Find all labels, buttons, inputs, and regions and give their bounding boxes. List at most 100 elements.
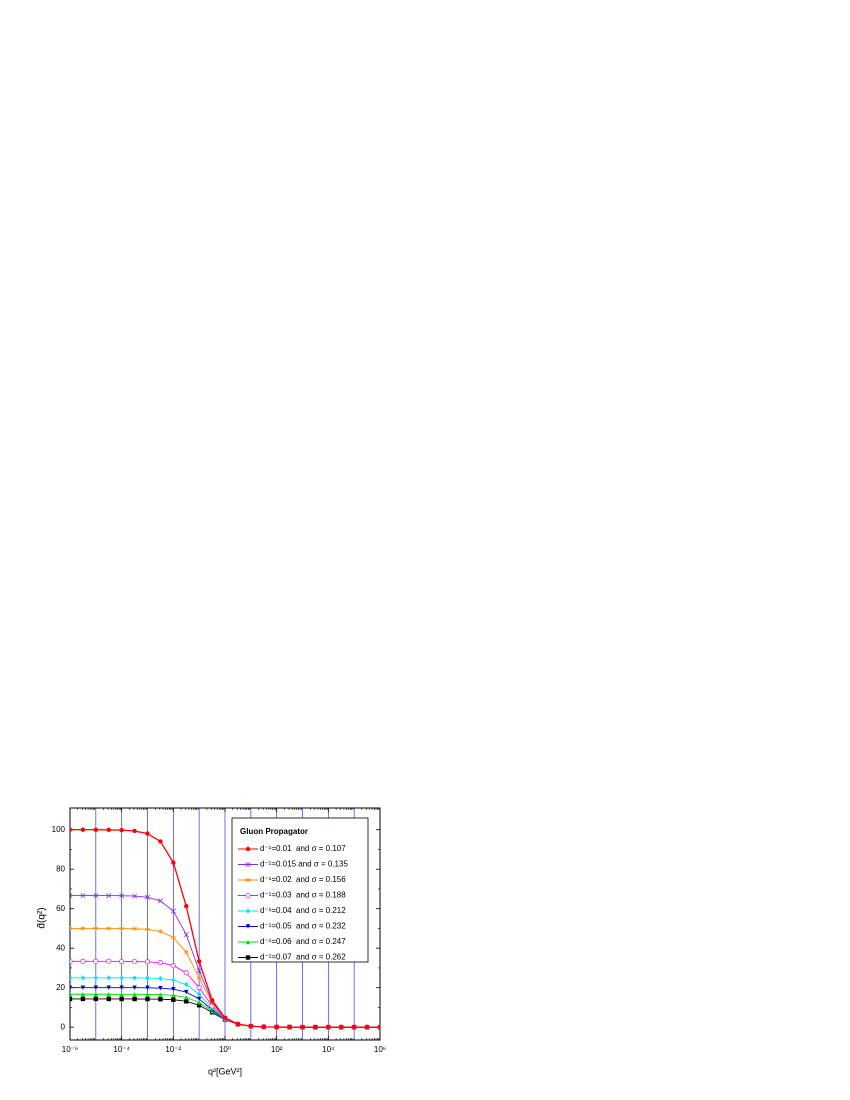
marker [245, 892, 251, 899]
marker [93, 926, 99, 931]
marker [93, 975, 99, 981]
marker [184, 999, 189, 1004]
plot-area [70, 827, 380, 1030]
marker [80, 985, 86, 990]
marker [339, 1024, 344, 1030]
marker [93, 893, 99, 899]
marker [157, 960, 163, 966]
x-tick-label: 10⁶ [374, 1045, 386, 1054]
y-tick-label: 100 [52, 825, 66, 834]
marker [70, 992, 73, 997]
marker [300, 1024, 305, 1030]
marker [132, 893, 138, 899]
marker [70, 926, 73, 931]
legend-box [231, 817, 369, 963]
marker [245, 862, 251, 867]
marker [170, 935, 176, 940]
marker [119, 958, 125, 964]
marker [106, 893, 112, 899]
x-tick-label: 10⁻⁴ [113, 1045, 130, 1054]
marker [245, 877, 251, 883]
marker [158, 997, 163, 1002]
marker [145, 992, 150, 997]
marker [145, 975, 150, 981]
marker [184, 904, 189, 909]
marker [248, 1023, 254, 1029]
legend-label: d⁻¹=0.01 and σ = 0.107 [260, 844, 346, 853]
marker [119, 992, 124, 997]
marker [70, 985, 73, 990]
marker [171, 977, 176, 983]
plot-frame [69, 807, 381, 1041]
marker [196, 975, 202, 981]
marker [132, 996, 137, 1002]
legend-label: d⁻¹=0.07 and σ = 0.262 [260, 953, 346, 962]
marker [132, 975, 137, 981]
marker [184, 981, 189, 988]
marker [158, 839, 163, 844]
marker [106, 985, 111, 990]
legend-label: d⁻¹=0.04 and σ = 0.212 [260, 906, 346, 915]
marker [274, 1024, 279, 1030]
marker [287, 1024, 292, 1030]
marker [132, 828, 137, 834]
y-tick-label: 20 [56, 983, 65, 992]
marker [119, 975, 124, 981]
x-tick-label: 10² [271, 1045, 283, 1054]
marker [119, 893, 125, 899]
marker [70, 893, 73, 899]
marker [80, 827, 86, 832]
y-tick-label: 0 [61, 1022, 66, 1031]
marker [70, 975, 73, 981]
marker [80, 958, 86, 964]
marker [171, 997, 176, 1002]
marker [364, 1024, 370, 1030]
marker [196, 1000, 202, 1005]
marker [222, 1015, 228, 1020]
marker [80, 926, 86, 931]
x-axis-label: q²[GeV²] [208, 1066, 242, 1076]
marker [132, 926, 137, 931]
marker [132, 958, 138, 965]
marker [183, 932, 189, 938]
marker [80, 992, 86, 997]
marker [158, 985, 163, 991]
marker [80, 975, 86, 981]
marker [261, 1024, 266, 1030]
marker [196, 996, 202, 1002]
marker [158, 929, 163, 934]
marker [245, 924, 251, 929]
marker [171, 986, 176, 992]
x-tick-label: 10⁴ [322, 1045, 335, 1054]
marker [70, 958, 73, 964]
marker [119, 996, 124, 1002]
marker [171, 993, 176, 998]
marker [196, 985, 202, 991]
marker [119, 827, 124, 833]
marker [158, 975, 163, 982]
marker [313, 1024, 318, 1030]
marker [93, 958, 99, 964]
legend-label: d⁻¹=0.05 and σ = 0.232 [260, 922, 346, 931]
marker [245, 846, 251, 852]
marker [245, 955, 251, 960]
marker [326, 1024, 331, 1030]
marker [170, 908, 176, 914]
marker [196, 959, 202, 964]
legend-label: d⁻¹=0.015 and σ = 0.135 [260, 860, 348, 869]
marker [377, 1024, 380, 1030]
marker [196, 991, 202, 997]
marker [196, 968, 202, 974]
marker [170, 962, 176, 969]
marker [245, 908, 251, 914]
marker [351, 1024, 357, 1030]
marker [106, 827, 111, 833]
marker [119, 985, 124, 990]
marker [183, 949, 189, 955]
marker [132, 985, 137, 990]
marker [106, 958, 112, 964]
marker [171, 860, 176, 865]
marker [132, 992, 137, 997]
marker [145, 894, 150, 900]
